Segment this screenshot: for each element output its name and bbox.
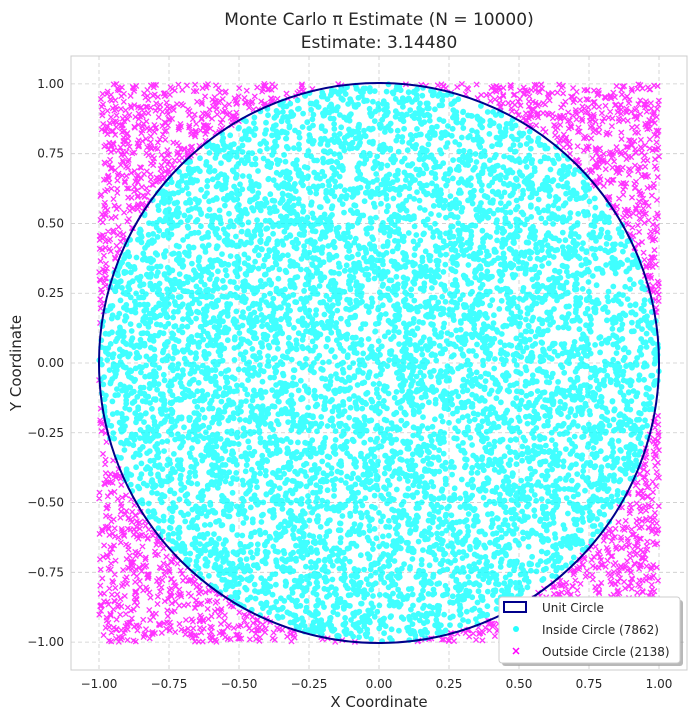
chart-title-line2: Estimate: 3.14480 — [301, 33, 458, 53]
x-tick-label: 0.75 — [576, 677, 603, 691]
y-axis-title: Y Coordinate — [7, 315, 25, 412]
x-tick-label: 0.00 — [366, 677, 393, 691]
y-tick-labels: −1.00 −0.75 −0.50 −0.25 0.00 0.25 0.50 0.75 1.00 — [27, 77, 64, 649]
x-tick-label: −0.50 — [221, 677, 258, 691]
y-tick-label: −1.00 — [27, 635, 64, 649]
y-tick-label: −0.75 — [27, 565, 64, 579]
chart-title-line1: Monte Carlo π Estimate (N = 10000) — [224, 10, 533, 30]
y-tick-label: 0.75 — [37, 147, 64, 161]
legend-swatch-unit-circle — [503, 601, 527, 613]
y-tick-label: 0.25 — [37, 286, 64, 300]
legend-label-unit-circle: Unit Circle — [542, 601, 604, 615]
y-tick-label: 0.00 — [37, 356, 64, 370]
inside-point-marks — [96, 81, 662, 645]
y-tick-label: −0.50 — [27, 496, 64, 510]
x-axis-title: X Coordinate — [330, 693, 427, 711]
x-tick-label: −1.00 — [81, 677, 118, 691]
legend-label-outside: Outside Circle (2138) — [542, 645, 670, 659]
legend-label-inside: Inside Circle (7862) — [542, 623, 659, 637]
x-tick-label: 1.00 — [646, 677, 673, 691]
legend-marker-inside — [513, 626, 519, 632]
x-tick-label: −0.75 — [151, 677, 188, 691]
x-tick-label: −0.25 — [291, 677, 328, 691]
y-tick-label: 1.00 — [37, 77, 64, 91]
x-tick-labels: −1.00 −0.75 −0.50 −0.25 0.00 0.25 0.50 0.75 1.00 — [81, 677, 673, 691]
legend-box — [498, 596, 681, 664]
y-tick-label: 0.50 — [37, 216, 64, 230]
inside-points — [96, 81, 662, 645]
legend-marker-outside — [512, 647, 520, 655]
unit-circle — [98, 82, 660, 644]
x-tick-label: 0.50 — [506, 677, 533, 691]
y-tick-label: −0.25 — [27, 426, 64, 440]
legend: Unit Circle Inside Circle (7862) Outside… — [498, 596, 683, 666]
x-tick-label: 0.25 — [436, 677, 463, 691]
